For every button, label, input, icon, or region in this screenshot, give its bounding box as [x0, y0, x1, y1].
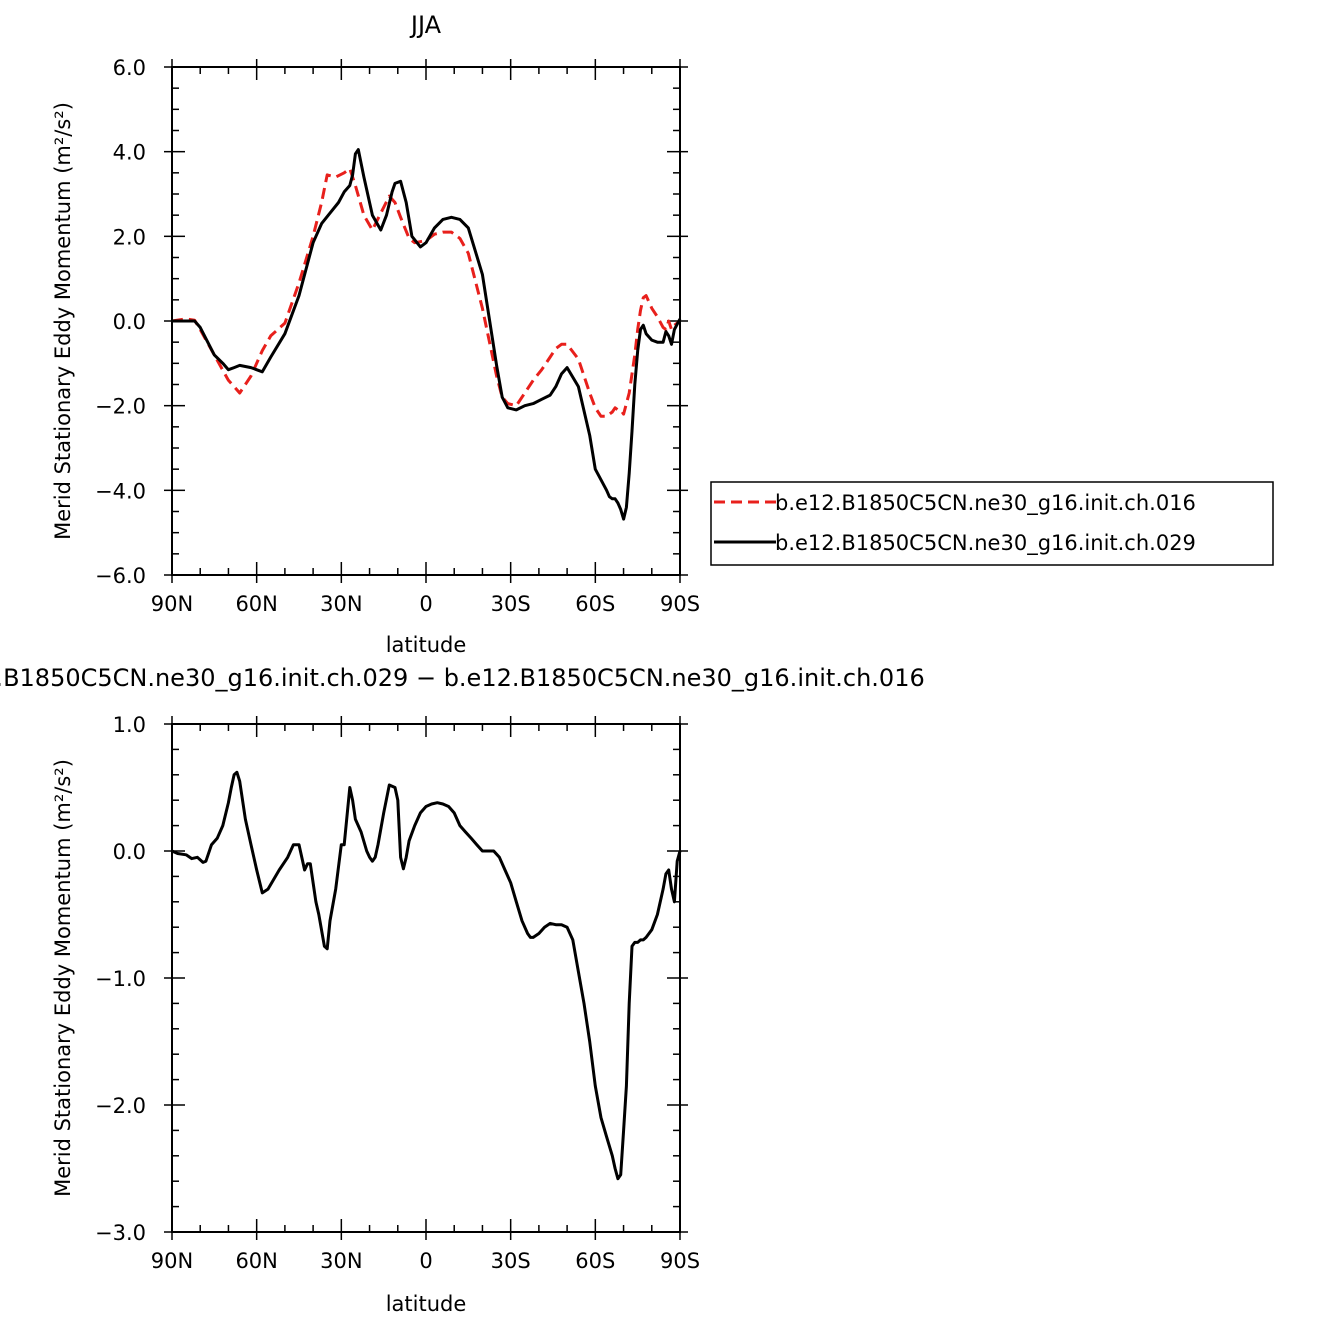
bottom-x-tick-label: 90N — [151, 1249, 193, 1273]
bottom-x-tick-label: 30N — [320, 1249, 362, 1273]
top-x-tick-labels: 90N 60N 30N 0 30S 60S 90S — [151, 592, 700, 616]
bottom-y-tick-label: −1.0 — [95, 967, 146, 991]
legend-entry-series-b: b.e12.B1850C5CN.ne30_g16.init.ch.029 — [714, 531, 1196, 556]
top-x-tick-label: 60S — [575, 592, 615, 616]
bottom-x-tick-label: 90S — [660, 1249, 700, 1273]
bottom-x-tick-label: 0 — [419, 1249, 432, 1273]
top-x-tick-label: 90S — [660, 592, 700, 616]
top-x-tick-label: 60N — [235, 592, 277, 616]
top-series-line-1 — [172, 148, 682, 521]
bottom-panel: b.e12.B1850C5CN.ne30_g16.init.ch.029 − b… — [0, 664, 925, 1316]
top-series-line-0 — [171, 167, 681, 418]
bottom-chart-title: b.e12.B1850C5CN.ne30_g16.init.ch.029 − b… — [0, 664, 925, 692]
top-x-tick-label: 30N — [320, 592, 362, 616]
bottom-series-line-0 — [171, 770, 682, 1181]
bottom-x-axis-label: latitude — [386, 1292, 467, 1316]
top-y-tick-label: 6.0 — [113, 56, 146, 80]
top-x-axis-label: latitude — [386, 633, 467, 657]
bottom-y-tick-label: 1.0 — [113, 713, 146, 737]
legend-label-series-b: b.e12.B1850C5CN.ne30_g16.init.ch.029 — [775, 531, 1196, 556]
bottom-y-tick-labels: 1.0 0.0 −1.0 −2.0 −3.0 — [95, 713, 146, 1245]
top-plot-frame — [171, 66, 681, 576]
top-chart-title: JJA — [409, 11, 442, 39]
legend-box — [710, 481, 1274, 566]
top-x-tick-label: 0 — [419, 592, 432, 616]
bottom-x-tick-label: 60S — [575, 1249, 615, 1273]
top-series-layer — [171, 148, 682, 521]
top-panel: JJA 6.0 4.0 2.0 0.0 −2.0 −4.0 −6.0 90N 60N 30N 0 3… — [51, 11, 700, 657]
legend-label-series-a: b.e12.B1850C5CN.ne30_g16.init.ch.016 — [775, 491, 1196, 516]
top-y-tick-label: 2.0 — [113, 225, 146, 249]
top-y-tick-label: 4.0 — [113, 141, 146, 165]
bottom-x-tick-labels: 90N 60N 30N 0 30S 60S 90S — [151, 1249, 700, 1273]
legend-entry-series-a: b.e12.B1850C5CN.ne30_g16.init.ch.016 — [714, 491, 1196, 516]
top-y-tick-label: −6.0 — [95, 564, 146, 588]
top-y-tick-label: −4.0 — [95, 479, 146, 503]
top-y-tick-label: −2.0 — [95, 395, 146, 419]
top-y-tick-label: 0.0 — [113, 310, 146, 334]
legend: b.e12.B1850C5CN.ne30_g16.init.ch.016 b.e… — [710, 481, 1274, 566]
top-x-tick-label: 30S — [491, 592, 531, 616]
bottom-y-tick-label: −3.0 — [95, 1221, 146, 1245]
bottom-plot-frame — [171, 723, 681, 1233]
bottom-x-tick-label: 30S — [491, 1249, 531, 1273]
bottom-series-layer — [171, 770, 682, 1181]
top-x-tick-label: 90N — [151, 592, 193, 616]
bottom-y-tick-label: −2.0 — [95, 1094, 146, 1118]
bottom-y-tick-label: 0.0 — [113, 840, 146, 864]
top-y-axis-label: Merid Stationary Eddy Momentum (m²/s²) — [51, 102, 75, 540]
top-y-tick-labels: 6.0 4.0 2.0 0.0 −2.0 −4.0 −6.0 — [95, 56, 146, 588]
bottom-y-axis-label: Merid Stationary Eddy Momentum (m²/s²) — [51, 759, 75, 1197]
bottom-x-tick-label: 60N — [235, 1249, 277, 1273]
top-tick-marks — [164, 59, 688, 583]
